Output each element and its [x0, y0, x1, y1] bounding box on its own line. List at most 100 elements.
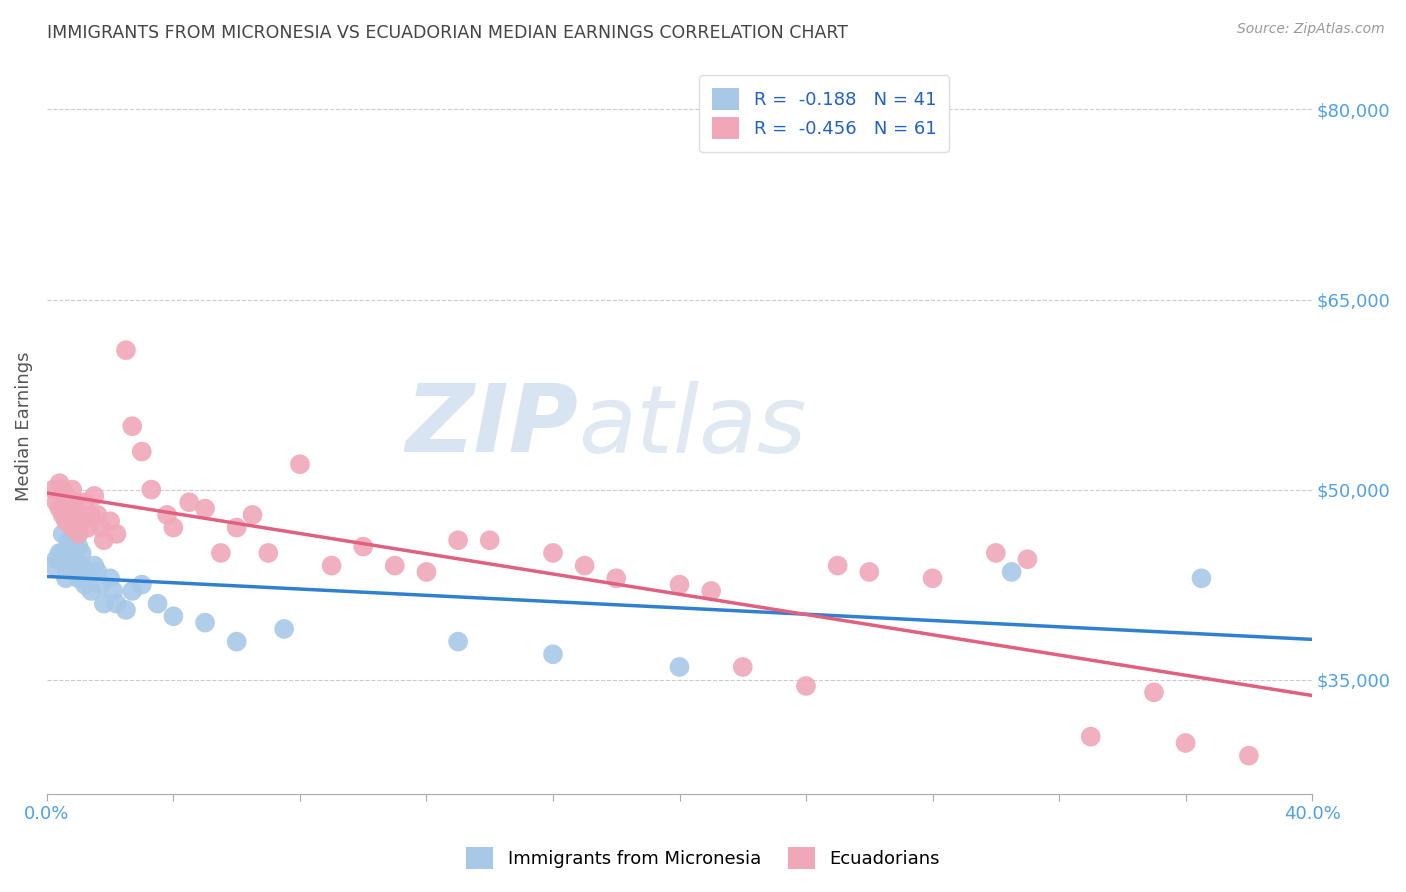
Point	[42, 558, 65, 573]
Point	[86, 565, 108, 579]
Point	[77, 520, 100, 534]
Point	[67, 527, 90, 541]
Point	[77, 571, 100, 585]
Text: ZIP: ZIP	[405, 380, 578, 472]
Point	[60, 558, 83, 573]
Point	[1174, 736, 1197, 750]
Point	[83, 558, 105, 573]
Point	[194, 501, 217, 516]
Point	[668, 577, 690, 591]
Point	[156, 508, 179, 522]
Point	[731, 660, 754, 674]
Point	[65, 565, 87, 579]
Point	[65, 495, 87, 509]
Point	[73, 495, 96, 509]
Point	[1017, 552, 1039, 566]
Point	[541, 648, 564, 662]
Point	[48, 546, 70, 560]
Point	[605, 571, 627, 585]
Point	[1001, 565, 1024, 579]
Point	[98, 514, 121, 528]
Point	[67, 508, 90, 522]
Point	[179, 495, 201, 509]
Point	[162, 609, 184, 624]
Point	[67, 540, 90, 554]
Point	[52, 483, 75, 497]
Point	[90, 520, 112, 534]
Point	[415, 565, 437, 579]
Point	[86, 508, 108, 522]
Point	[58, 552, 80, 566]
Point	[1143, 685, 1166, 699]
Point	[574, 558, 596, 573]
Point	[90, 577, 112, 591]
Point	[700, 583, 723, 598]
Point	[858, 565, 880, 579]
Point	[65, 533, 87, 548]
Point	[58, 508, 80, 522]
Text: atlas: atlas	[578, 381, 807, 472]
Text: IMMIGRANTS FROM MICRONESIA VS ECUADORIAN MEDIAN EARNINGS CORRELATION CHART: IMMIGRANTS FROM MICRONESIA VS ECUADORIAN…	[46, 24, 848, 42]
Point	[384, 558, 406, 573]
Point	[42, 483, 65, 497]
Point	[80, 583, 103, 598]
Point	[225, 634, 247, 648]
Point	[48, 476, 70, 491]
Point	[984, 546, 1007, 560]
Point	[273, 622, 295, 636]
Point	[58, 533, 80, 548]
Point	[141, 483, 163, 497]
Point	[121, 419, 143, 434]
Point	[242, 508, 264, 522]
Point	[67, 571, 90, 585]
Legend: Immigrants from Micronesia, Ecuadorians: Immigrants from Micronesia, Ecuadorians	[457, 838, 949, 879]
Point	[45, 495, 67, 509]
Point	[70, 558, 93, 573]
Point	[478, 533, 501, 548]
Point	[93, 597, 115, 611]
Point	[447, 533, 470, 548]
Point	[98, 571, 121, 585]
Text: Source: ZipAtlas.com: Source: ZipAtlas.com	[1237, 22, 1385, 37]
Point	[827, 558, 849, 573]
Point	[288, 457, 311, 471]
Point	[115, 343, 138, 358]
Y-axis label: Median Earnings: Median Earnings	[15, 351, 32, 501]
Point	[121, 583, 143, 598]
Point	[65, 501, 87, 516]
Point	[73, 577, 96, 591]
Point	[80, 508, 103, 522]
Point	[115, 603, 138, 617]
Point	[60, 520, 83, 534]
Point	[70, 514, 93, 528]
Point	[794, 679, 817, 693]
Point	[921, 571, 943, 585]
Point	[70, 546, 93, 560]
Point	[194, 615, 217, 630]
Point	[209, 546, 232, 560]
Point	[225, 520, 247, 534]
Point	[83, 489, 105, 503]
Point	[1080, 730, 1102, 744]
Point	[447, 634, 470, 648]
Point	[541, 546, 564, 560]
Point	[1191, 571, 1213, 585]
Point	[93, 533, 115, 548]
Point	[58, 495, 80, 509]
Point	[131, 577, 153, 591]
Point	[55, 514, 77, 528]
Point	[60, 483, 83, 497]
Point	[321, 558, 343, 573]
Point	[55, 558, 77, 573]
Point	[55, 489, 77, 503]
Point	[52, 508, 75, 522]
Point	[105, 597, 128, 611]
Legend: R =  -0.188   N = 41, R =  -0.456   N = 61: R = -0.188 N = 41, R = -0.456 N = 61	[699, 75, 949, 152]
Point	[73, 565, 96, 579]
Point	[48, 501, 70, 516]
Point	[52, 527, 75, 541]
Point	[146, 597, 169, 611]
Point	[45, 552, 67, 566]
Point	[131, 444, 153, 458]
Point	[162, 520, 184, 534]
